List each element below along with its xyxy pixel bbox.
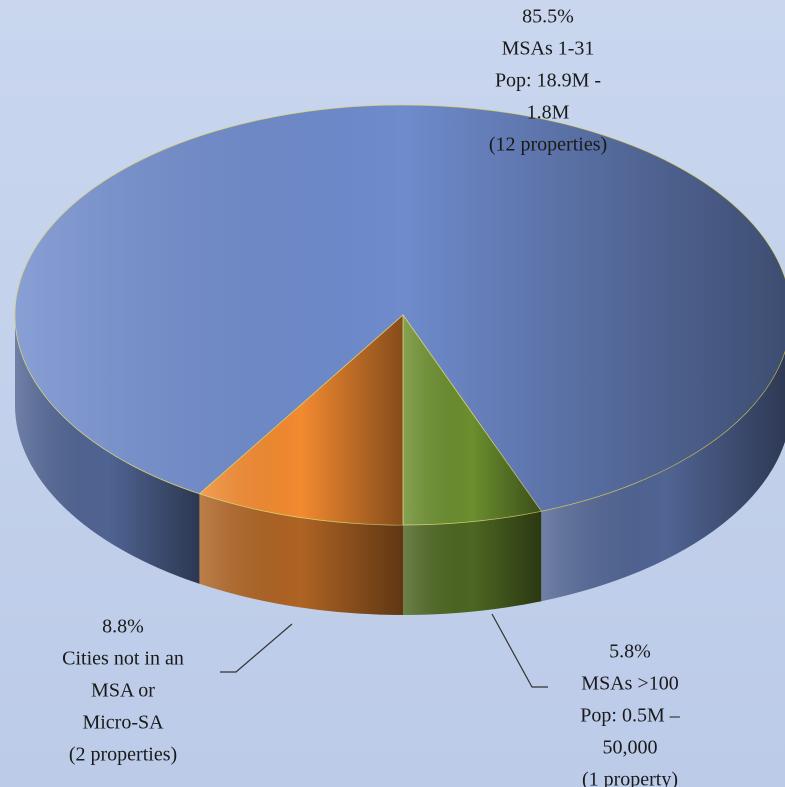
slice-label: (1 property) [582,769,678,787]
slice-shade [403,315,542,525]
slice-side-shade [403,511,542,615]
value-label: 85.5% [522,6,574,28]
slice-label: 50,000 [603,737,658,759]
slice-label: 1.8M [527,102,570,124]
leader-line [220,623,293,673]
slice-label: Micro-SA [82,712,164,734]
slice-side-shade [199,493,403,615]
slice-shade [199,315,403,526]
slice-label: (12 properties) [489,134,607,156]
value-label: 5.8% [609,641,651,663]
value-label: 8.8% [102,616,144,638]
tops [14,104,785,526]
slice-shade [14,105,785,512]
slice-side-shade [14,315,200,584]
slice-label: MSAs 1-31 [502,38,595,60]
slice-label: Pop: 18.9M - [495,70,601,92]
slice-label: Cities not in an [62,648,184,670]
slice-side-shade [541,351,785,602]
sides [14,315,785,615]
slice-label: MSA or [91,680,155,702]
slice-label: (2 properties) [69,744,177,766]
slice-label: MSAs >100 [581,673,678,695]
slice-label: Pop: 0.5M – [580,705,680,727]
leader-line [491,613,548,688]
